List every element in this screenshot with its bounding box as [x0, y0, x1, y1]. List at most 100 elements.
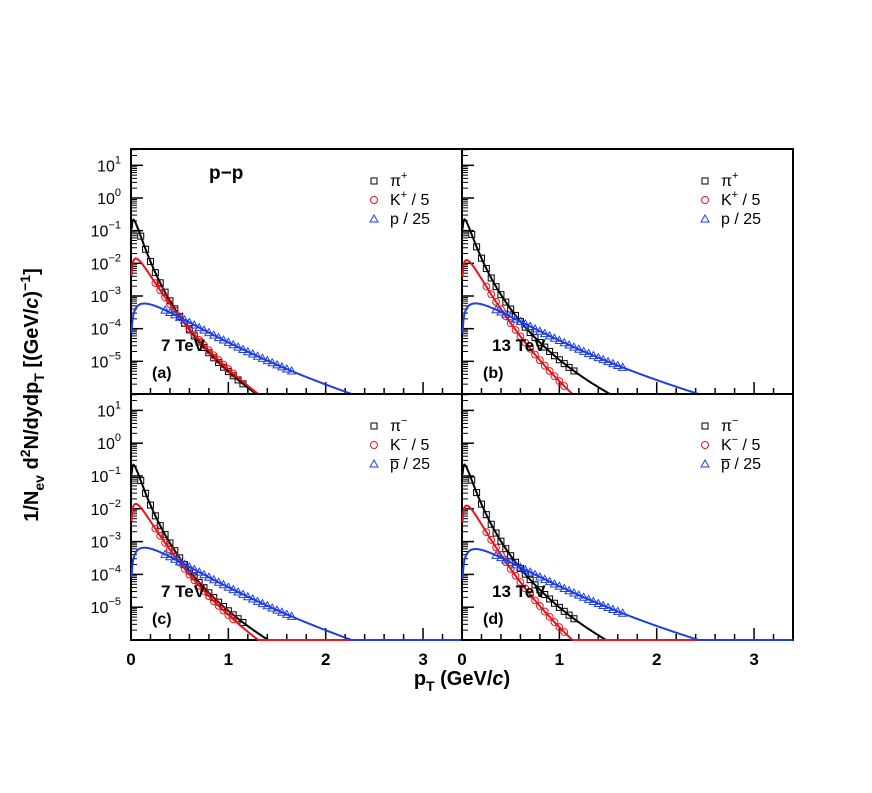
pion-data-point — [161, 531, 169, 539]
proton-data-point — [242, 591, 253, 601]
legend-label: K− / 5 — [721, 434, 760, 454]
x-tick-label: 2 — [652, 650, 661, 669]
kaon-data-point — [151, 279, 160, 288]
kaon-data-point — [560, 382, 569, 390]
proton-data-point — [208, 574, 219, 584]
proton-fit-curve — [461, 548, 793, 641]
pion-data-point — [142, 489, 150, 497]
kaon-data-point — [156, 286, 165, 295]
proton-data-point — [204, 327, 214, 337]
pion-data-point — [477, 500, 485, 508]
proton-data-point — [539, 574, 550, 583]
proton-data-point — [213, 332, 224, 342]
kaon-data-point — [190, 576, 199, 585]
kaon-data-point — [219, 606, 228, 615]
pion-data-point — [521, 570, 529, 578]
proton-data-point — [505, 311, 516, 321]
proton-data-point — [496, 552, 506, 562]
pion-data-point — [482, 511, 490, 519]
pion-fit-curve — [130, 463, 462, 641]
y-tick-label: 101 — [97, 399, 121, 420]
pion-data-point — [555, 356, 563, 364]
proton-data-point — [174, 312, 185, 321]
panel-label: (c) — [152, 611, 172, 628]
legend-label: π− — [390, 415, 407, 435]
proton-data-point — [612, 360, 623, 370]
panel-c: 101 100 10−1 10−2 10−3 10−4 10−5 0 1 2 3 π−K− / 5 p̅… — [91, 393, 463, 669]
proton-data-point — [535, 326, 545, 335]
proton-data-point — [247, 594, 258, 603]
kaon-fit-curve — [461, 258, 793, 395]
proton-data-point — [252, 596, 263, 605]
pion-data-point — [536, 586, 544, 594]
y-tick-label: 100 — [97, 187, 121, 208]
proton-data-point — [500, 554, 511, 564]
x-tick-label: 0 — [457, 650, 466, 669]
proton-data-point — [544, 330, 555, 340]
proton-data-point — [228, 339, 239, 349]
y-title-sq: 2 — [17, 449, 33, 457]
proton-data-point — [510, 559, 521, 569]
kaon-data-point — [487, 535, 496, 544]
y-tick-label: 10−3 — [91, 285, 121, 306]
proton-data-point — [544, 576, 555, 586]
panel-frame — [461, 393, 794, 641]
x-tick-label: 3 — [418, 650, 427, 669]
pion-data-point — [555, 603, 563, 611]
proton-data-point — [569, 342, 579, 351]
proton-data-point — [564, 339, 574, 349]
legend-proton-marker — [369, 213, 379, 223]
proton-data-point — [281, 363, 292, 373]
kaon-data-point — [487, 290, 496, 299]
proton-data-point — [496, 306, 506, 316]
proton-data-point — [233, 587, 243, 596]
kaon-data-point — [224, 611, 233, 619]
kaon-data-point — [560, 628, 569, 636]
legend-label: K+ / 5 — [390, 189, 429, 209]
pion-data-point — [151, 269, 159, 277]
kaon-data-point — [204, 592, 213, 601]
kaon-data-point — [555, 377, 564, 386]
kaon-data-point — [214, 601, 223, 610]
pion-data-point — [502, 545, 510, 553]
kaon-data-point — [535, 356, 544, 365]
proton-data-point — [204, 572, 214, 581]
proton-data-point — [554, 335, 565, 344]
pion-data-point — [550, 352, 558, 360]
pion-data-point — [137, 232, 145, 240]
proton-data-point — [286, 366, 297, 375]
proton-data-point — [208, 330, 219, 339]
system-label: p−p — [209, 163, 243, 184]
proton-data-point — [252, 351, 263, 360]
proton-data-point — [194, 567, 205, 576]
y-title-mid2: N/dydp — [21, 382, 43, 450]
pion-data-point — [229, 611, 237, 619]
kaon-data-point — [526, 344, 535, 353]
kaon-data-point — [156, 531, 165, 540]
proton-data-point — [505, 557, 516, 566]
kaon-data-point — [229, 369, 238, 378]
kaon-data-point — [511, 326, 520, 334]
proton-data-point — [165, 307, 175, 316]
proton-data-point — [189, 320, 200, 329]
proton-data-point — [593, 352, 604, 362]
y-tick-label: 10−5 — [91, 596, 121, 617]
x-tick-label: 3 — [749, 650, 758, 669]
proton-data-point — [272, 605, 282, 614]
proton-data-point — [233, 342, 243, 351]
proton-data-point — [194, 322, 205, 332]
y-tick-label: 10−5 — [91, 350, 121, 371]
proton-data-point — [179, 314, 190, 324]
proton-data-point — [598, 600, 609, 610]
proton-data-point — [184, 561, 195, 571]
proton-data-point — [257, 598, 268, 608]
pion-data-point — [497, 537, 505, 545]
proton-data-point — [554, 581, 565, 590]
kaon-data-point — [545, 367, 554, 375]
proton-data-point — [160, 305, 170, 314]
proton-data-point — [588, 350, 599, 360]
proton-data-point — [559, 583, 570, 593]
pion-data-point — [492, 283, 500, 291]
x-tick-label: 2 — [321, 650, 330, 669]
